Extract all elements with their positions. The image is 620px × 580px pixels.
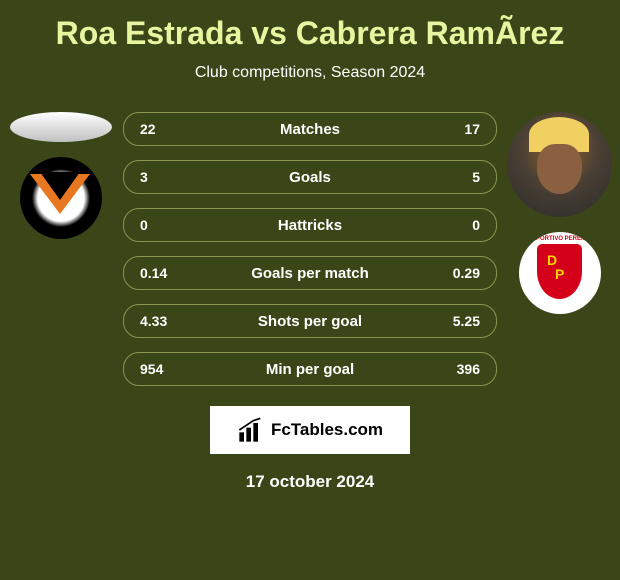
branding-badge: FcTables.com: [210, 406, 410, 454]
stat-row: 0.14 Goals per match 0.29: [123, 256, 497, 290]
stat-right-value: 5.25: [420, 313, 480, 329]
subtitle: Club competitions, Season 2024: [8, 64, 612, 82]
page-title: Roa Estrada vs Cabrera RamÃ­rez: [8, 15, 612, 52]
stat-row: 954 Min per goal 396: [123, 352, 497, 386]
stat-label: Min per goal: [200, 361, 420, 378]
stat-label: Goals: [200, 169, 420, 186]
club-badge-right: DEPORTIVO PEREIRA: [519, 232, 601, 314]
player-avatar-placeholder: [10, 112, 112, 142]
stat-row: 0 Hattricks 0: [123, 208, 497, 242]
stat-left-value: 0.14: [140, 265, 200, 281]
stat-right-value: 17: [420, 121, 480, 137]
stat-right-value: 0: [420, 217, 480, 233]
stat-row: 22 Matches 17: [123, 112, 497, 146]
chart-icon: [237, 416, 265, 444]
stat-left-value: 4.33: [140, 313, 200, 329]
stat-left-value: 0: [140, 217, 200, 233]
stat-label: Hattricks: [200, 217, 420, 234]
stat-right-value: 396: [420, 361, 480, 377]
left-player-column: [8, 112, 113, 239]
stat-label: Shots per goal: [200, 313, 420, 330]
right-player-column: DEPORTIVO PEREIRA: [507, 112, 612, 314]
stat-label: Matches: [200, 121, 420, 138]
stat-right-value: 0.29: [420, 265, 480, 281]
stat-left-value: 22: [140, 121, 200, 137]
stat-row: 3 Goals 5: [123, 160, 497, 194]
stat-left-value: 954: [140, 361, 200, 377]
date-text: 17 october 2024: [8, 472, 612, 492]
comparison-card: Roa Estrada vs Cabrera RamÃ­rez Club com…: [0, 0, 620, 502]
main-content: 22 Matches 17 3 Goals 5 0 Hattricks 0 0.…: [8, 112, 612, 386]
stat-left-value: 3: [140, 169, 200, 185]
player-avatar: [507, 112, 612, 217]
stat-right-value: 5: [420, 169, 480, 185]
stats-table: 22 Matches 17 3 Goals 5 0 Hattricks 0 0.…: [123, 112, 497, 386]
stat-label: Goals per match: [200, 265, 420, 282]
club-badge-left: [20, 157, 102, 239]
stat-row: 4.33 Shots per goal 5.25: [123, 304, 497, 338]
branding-text: FcTables.com: [271, 420, 383, 440]
